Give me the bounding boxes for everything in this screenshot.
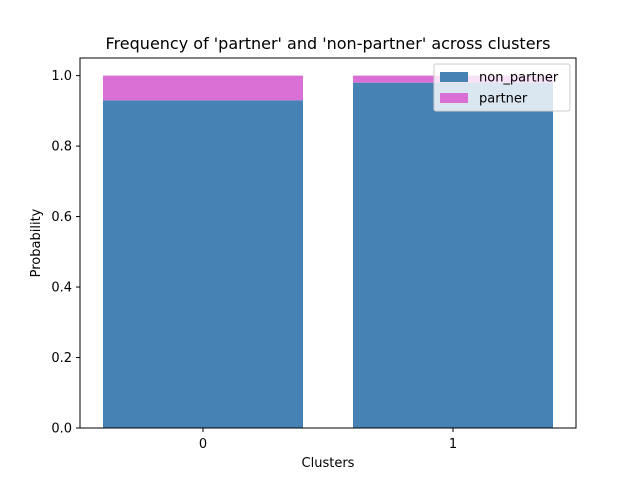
legend-swatch-non_partner xyxy=(440,72,468,82)
y-tick-label: 1.0 xyxy=(51,69,72,84)
bar-partner-0 xyxy=(103,75,303,101)
x-tick-label: 1 xyxy=(449,437,457,452)
y-tick-label: 0.2 xyxy=(51,351,72,366)
y-tick-label: 0.4 xyxy=(51,281,72,296)
legend-label-partner: partner xyxy=(479,92,528,107)
y-axis-ticks: 0.0 0.2 0.4 0.6 0.8 1.0 xyxy=(51,69,80,437)
x-tick-label: 0 xyxy=(199,437,207,452)
y-axis-label: Probability xyxy=(29,208,44,277)
legend-label-non_partner: non_partner xyxy=(479,71,559,86)
bar-non_partner-0 xyxy=(103,100,303,429)
bar-non_partner-1 xyxy=(353,82,553,429)
y-tick-label: 0.0 xyxy=(51,422,72,437)
bars-group xyxy=(103,75,553,429)
legend-swatch-partner xyxy=(440,93,468,103)
plot-frame xyxy=(79,57,577,429)
y-tick-label: 0.8 xyxy=(51,140,72,155)
x-axis-label: Clusters xyxy=(302,456,355,471)
y-tick-label: 0.6 xyxy=(51,210,72,225)
chart-title: Frequency of 'partner' and 'non-partner'… xyxy=(106,34,551,53)
